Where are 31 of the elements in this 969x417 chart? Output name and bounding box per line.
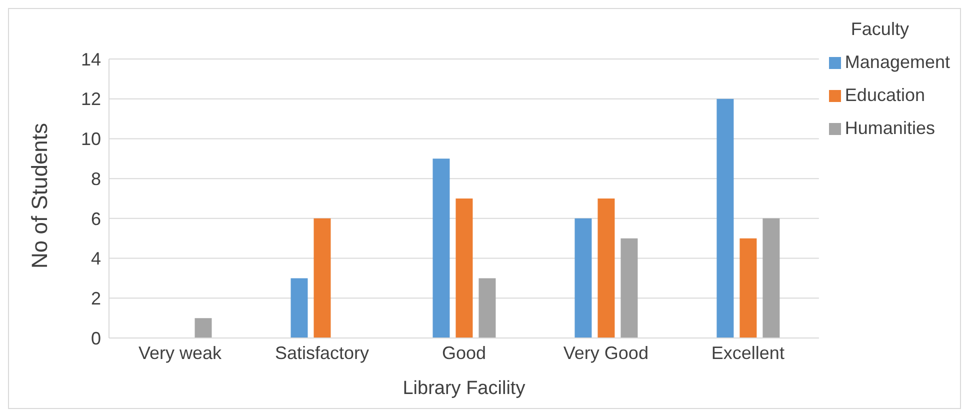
- x-tick-label: Satisfactory: [274, 342, 369, 363]
- legend-title: Faculty: [850, 19, 910, 40]
- x-axis-title: Library Facility: [402, 378, 526, 399]
- y-tick-label: 4: [90, 248, 101, 269]
- bar: [716, 98, 734, 338]
- y-tick-label: 2: [90, 288, 101, 309]
- x-tick-label: Very Good: [563, 342, 648, 363]
- x-tick-label: Very weak: [138, 342, 223, 363]
- bar: [620, 238, 638, 338]
- y-tick-label: 0: [90, 328, 101, 348]
- bar: [194, 318, 212, 338]
- legend-label: Humanities: [844, 118, 935, 139]
- bar: [432, 158, 450, 338]
- legend-label: Education: [844, 85, 925, 106]
- y-tick-label: 8: [90, 168, 101, 189]
- bar: [456, 198, 473, 338]
- y-tick-label: 14: [80, 49, 101, 70]
- bar: [290, 278, 308, 338]
- bar: [478, 278, 496, 338]
- y-axis-title: No of Students: [26, 122, 52, 268]
- bar: [762, 218, 780, 338]
- bar: [598, 198, 615, 338]
- bar: [574, 218, 592, 338]
- y-tick-label: 10: [80, 129, 101, 150]
- bar: [314, 218, 331, 338]
- legend-label: Management: [844, 52, 950, 73]
- x-tick-label: Good: [442, 342, 486, 363]
- x-tick-label: Excellent: [711, 342, 784, 363]
- y-tick-label: 6: [90, 208, 101, 229]
- bar: [740, 238, 757, 338]
- y-tick-label: 12: [80, 89, 101, 110]
